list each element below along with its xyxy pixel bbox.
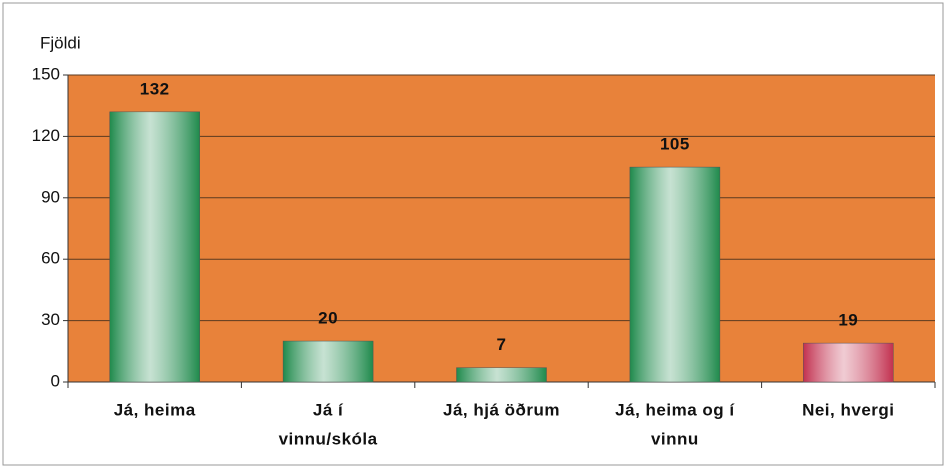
data-label: 20 (318, 309, 338, 328)
x-tick-label: Já í (313, 400, 344, 419)
y-tick-label: 0 (51, 371, 60, 390)
x-tick-label: Já, hjá öðrum (443, 400, 560, 419)
x-tick-label: Nei, hvergi (802, 400, 894, 419)
bar (629, 166, 721, 383)
y-axis-label: Fjöldi (40, 33, 81, 52)
x-tick-label: vinnu (651, 429, 699, 448)
data-label: 7 (497, 335, 507, 354)
x-tick-label: vinnu/skóla (279, 429, 378, 448)
data-label: 105 (660, 135, 690, 154)
y-tick-label: 120 (32, 126, 60, 145)
y-tick-label: 30 (41, 310, 60, 329)
x-tick-label: Já, heima (114, 400, 196, 419)
bar (456, 367, 547, 383)
bar (803, 342, 894, 383)
x-tick-label: Já, heima og í (615, 400, 735, 419)
bar (282, 340, 374, 383)
y-tick-label: 60 (41, 249, 60, 268)
data-label: 19 (838, 311, 858, 330)
plot-area (68, 75, 935, 382)
data-label: 132 (140, 79, 170, 98)
bar (109, 111, 200, 383)
y-tick-label: 150 (32, 64, 60, 83)
y-tick-label: 90 (41, 187, 60, 206)
